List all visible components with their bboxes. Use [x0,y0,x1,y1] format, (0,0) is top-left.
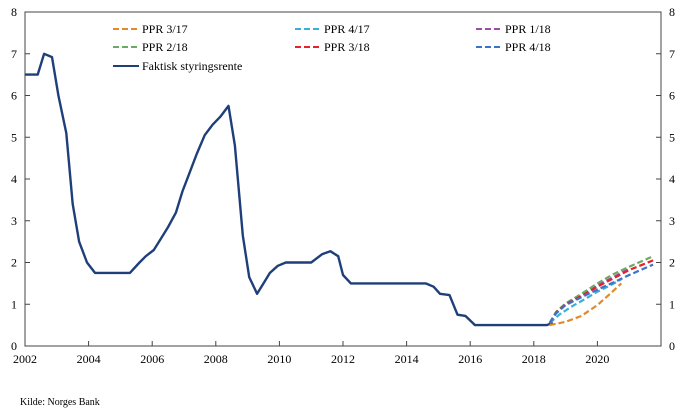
y-tick-label-right: 7 [669,47,675,61]
y-tick-label-left: 3 [11,214,17,228]
x-tick-label: 2002 [13,352,37,366]
source-note: Kilde: Norges Bank [20,397,100,408]
legend-item: PPR 3/18 [295,40,370,54]
series-line-faktisk-styringsrente [25,52,554,327]
legend-label: PPR 1/18 [505,22,551,36]
y-tick-label-right: 8 [669,5,675,19]
x-tick-label: 2016 [458,352,482,366]
x-tick-label: 2020 [585,352,609,366]
plot-frame [24,11,662,347]
y-tick-label-right: 6 [669,89,675,103]
y-tick-label-left: 0 [11,339,17,353]
series-line-ppr-4-18 [548,263,654,324]
legend-label: Faktisk styringsrente [142,59,242,73]
legend-item: PPR 3/17 [113,22,188,36]
legend-label: PPR 3/18 [324,40,370,54]
x-tick-label: 2004 [77,352,101,366]
y-tick-label-left: 6 [11,89,17,103]
x-tick-label: 2012 [331,352,355,366]
y-tick-label-right: 0 [669,339,675,353]
legend-label: PPR 4/17 [324,22,370,36]
legend-item: Faktisk styringsrente [113,59,242,73]
x-tick-label: 2008 [204,352,228,366]
legend-label: PPR 3/17 [142,22,188,36]
series-line-ppr-3-17 [549,282,623,327]
series-line-ppr-4-17 [548,278,622,324]
legend-label: PPR 4/18 [505,40,551,54]
y-tick-label-right: 5 [669,130,675,144]
legend-item: PPR 4/17 [295,22,370,36]
y-tick-label-right: 3 [669,214,675,228]
x-tick-label: 2018 [522,352,546,366]
y-tick-label-left: 2 [11,256,17,270]
legend-item: PPR 4/18 [476,40,551,54]
y-tick-label-right: 1 [669,297,675,311]
legend-item: PPR 1/18 [476,22,551,36]
y-tick-label-left: 1 [11,297,17,311]
legend-item: PPR 2/18 [113,40,188,54]
x-tick-label: 2014 [395,352,419,366]
line-chart: 0 0 1 1 2 2 3 3 4 4 5 5 6 6 7 7 8 8 2002 2004 2006 2008 2010 20… [11,5,675,366]
y-tick-label-left: 5 [11,130,17,144]
y-tick-label-right: 2 [669,256,675,270]
legend-label: PPR 2/18 [142,40,188,54]
series-line-ppr-3-18 [548,259,654,324]
y-tick-label-left: 4 [11,172,17,186]
series-line-ppr-2-18 [548,255,654,324]
y-tick-label-left: 7 [11,47,17,61]
y-tick-label-left: 8 [11,5,17,19]
x-tick-label: 2010 [267,352,291,366]
x-tick-label: 2006 [140,352,164,366]
y-tick-label-right: 4 [669,172,675,186]
